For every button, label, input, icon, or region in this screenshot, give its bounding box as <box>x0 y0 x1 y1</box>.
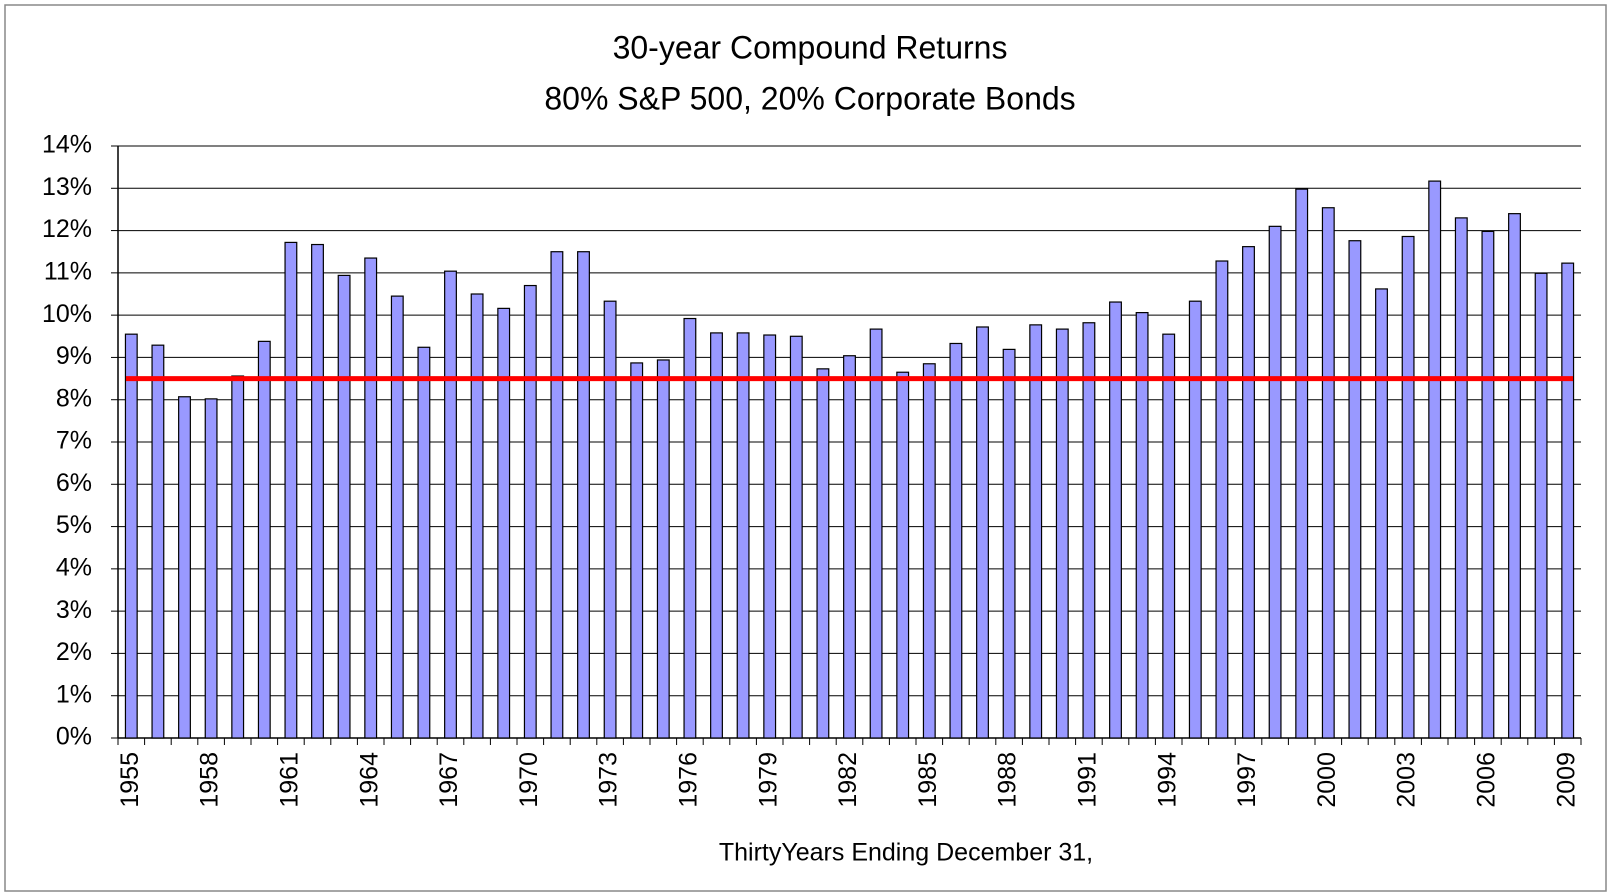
bar <box>204 398 218 739</box>
y-tick-label: 9% <box>56 342 92 370</box>
x-tick-label: 1997 <box>1233 752 1261 808</box>
bar <box>1348 240 1362 739</box>
x-tick-label: 1976 <box>675 752 703 808</box>
x-tick-label: 1970 <box>515 752 543 808</box>
y-tick-label: 7% <box>56 427 92 455</box>
x-tick-label: 1988 <box>994 752 1022 808</box>
bar <box>178 396 191 739</box>
x-tick-label: 1961 <box>276 752 304 808</box>
y-tick-label: 12% <box>42 215 92 243</box>
bar <box>1215 260 1229 739</box>
bar <box>124 333 138 739</box>
bar <box>550 251 564 739</box>
x-tick-label: 1991 <box>1074 752 1102 808</box>
y-tick-label: 4% <box>56 553 92 581</box>
x-tick-label: 1979 <box>754 752 782 808</box>
bar <box>1188 300 1202 739</box>
bar <box>1534 272 1548 739</box>
bar <box>364 257 378 739</box>
bar <box>417 346 431 739</box>
y-tick-label: 3% <box>56 596 92 624</box>
bar <box>869 328 883 739</box>
x-axis-label: ThirtyYears Ending December 31, <box>719 839 1093 867</box>
y-tick-label: 0% <box>56 723 92 751</box>
bar <box>497 307 511 739</box>
bar <box>976 326 989 739</box>
bar <box>710 332 723 739</box>
x-tick-label: 1958 <box>196 752 224 808</box>
bar <box>1295 188 1309 739</box>
x-tick-label: 2003 <box>1393 752 1421 808</box>
bar <box>1401 235 1415 739</box>
y-tick-label: 14% <box>42 131 92 159</box>
bar <box>763 334 777 739</box>
bar <box>337 274 351 739</box>
bar <box>1268 225 1282 739</box>
x-tick-label: 1967 <box>435 752 463 808</box>
bar <box>523 284 537 739</box>
y-tick-label: 6% <box>56 469 92 497</box>
bar <box>231 375 245 739</box>
bar <box>789 335 803 739</box>
chart-border <box>4 4 1607 892</box>
bar <box>1428 180 1442 739</box>
x-tick-label: 2000 <box>1313 752 1341 808</box>
bar <box>816 368 830 739</box>
x-tick-label: 1964 <box>355 752 383 808</box>
bar <box>603 300 617 739</box>
y-tick-label: 1% <box>56 680 92 708</box>
x-tick-label: 2006 <box>1473 752 1501 808</box>
bar <box>843 355 856 739</box>
bar <box>284 241 298 739</box>
bar <box>949 342 963 739</box>
bar <box>736 332 750 739</box>
x-tick-label: 1994 <box>1153 752 1181 808</box>
bar <box>1055 328 1069 739</box>
y-tick-label: 10% <box>42 300 92 328</box>
bar <box>683 317 697 739</box>
bar <box>1029 324 1043 739</box>
bar <box>1002 348 1016 739</box>
bar <box>630 362 644 739</box>
bar <box>1109 301 1122 739</box>
x-tick-label: 2009 <box>1552 752 1580 808</box>
y-tick-label: 13% <box>42 173 92 201</box>
y-tick-label: 11% <box>44 257 92 285</box>
bar <box>1242 246 1255 739</box>
y-tick-label: 8% <box>56 384 92 412</box>
y-tick-label: 5% <box>56 511 92 539</box>
bar <box>1375 288 1388 739</box>
chart-subtitle: 80% S&P 500, 20% Corporate Bonds <box>544 80 1075 116</box>
x-tick-label: 1985 <box>914 752 942 808</box>
bar <box>1454 217 1468 739</box>
x-tick-label: 1955 <box>116 752 144 808</box>
bar <box>1508 213 1521 739</box>
x-tick-label: 1982 <box>834 752 862 808</box>
bar <box>390 295 404 739</box>
chart-title: 30-year Compound Returns <box>613 29 1008 65</box>
x-tick-label: 1973 <box>595 752 623 808</box>
bar <box>257 340 271 739</box>
bar <box>896 371 910 739</box>
bar <box>1481 230 1495 739</box>
bar <box>922 363 936 739</box>
bar <box>151 344 165 739</box>
bar <box>1135 312 1149 739</box>
bar <box>444 270 457 739</box>
bar <box>1082 322 1096 739</box>
bar <box>311 243 324 739</box>
bar <box>1162 333 1176 739</box>
y-tick-label: 2% <box>56 638 92 666</box>
bar <box>1561 262 1575 739</box>
bar <box>470 293 484 739</box>
bar <box>656 359 670 739</box>
bar <box>1321 207 1335 739</box>
bar <box>577 251 590 739</box>
